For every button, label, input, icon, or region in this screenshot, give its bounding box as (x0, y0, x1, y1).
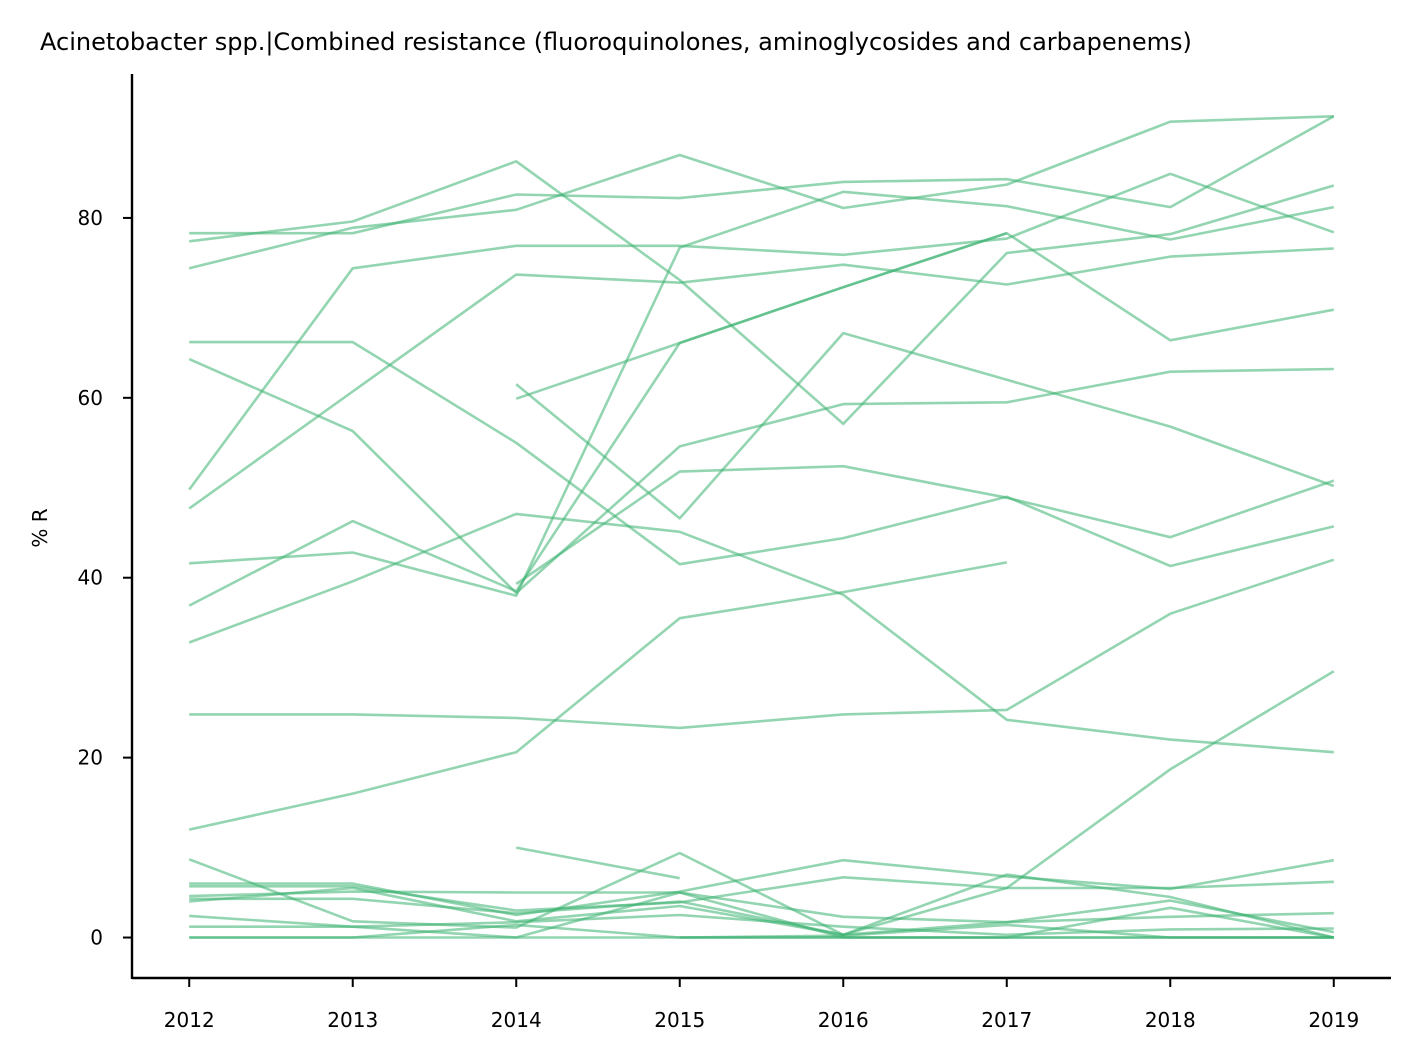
x-tick-label: 2013 (327, 1008, 378, 1032)
series-line-10 (188, 512, 1334, 754)
series-line-2 (189, 160, 1335, 426)
series-line-11 (515, 331, 1335, 520)
series-line-5 (188, 247, 1334, 510)
series-line-24 (189, 913, 1334, 937)
series-line-7 (188, 357, 1334, 595)
y-axis-label: % R (28, 508, 52, 547)
series-line-12 (515, 231, 1008, 400)
series-line-19 (189, 876, 1334, 912)
series-line-8 (189, 190, 1335, 597)
y-tick-label: 40 (78, 566, 103, 590)
series-line-15 (188, 561, 1008, 831)
series-line-20 (189, 890, 1334, 924)
x-tick-label: 2019 (1308, 1008, 1359, 1032)
series-line-1 (189, 115, 1335, 235)
series-line-9 (188, 231, 1335, 607)
x-tick-label: 2018 (1145, 1008, 1196, 1032)
y-ticks: 0 20 40 60 80 (78, 206, 132, 950)
series-line-14 (189, 558, 1335, 730)
y-tick-label: 60 (78, 386, 103, 410)
x-tick-label: 2012 (164, 1008, 215, 1032)
x-tick-label: 2015 (654, 1008, 705, 1032)
series-line-23 (189, 891, 1335, 939)
x-tick-label: 2014 (491, 1008, 542, 1032)
y-tick-label: 0 (90, 926, 103, 950)
series-line-6 (189, 340, 1335, 568)
y-tick-label: 80 (78, 206, 103, 230)
series-line-16 (515, 846, 680, 880)
chart-title: Acinetobacter spp.|Combined resistance (… (40, 28, 1192, 56)
x-tick-label: 2016 (818, 1008, 869, 1032)
series-line-17 (188, 670, 1335, 937)
series-line-21 (189, 897, 1335, 937)
x-ticks: 2012 2013 2014 2015 2016 2017 2018 2019 (164, 978, 1359, 1032)
series-layer (188, 115, 1335, 939)
y-tick-label: 20 (78, 746, 103, 770)
x-tick-label: 2017 (981, 1008, 1032, 1032)
series-line-3 (188, 115, 1334, 270)
series-line-13 (515, 464, 1335, 586)
series-line-4 (188, 172, 1335, 491)
